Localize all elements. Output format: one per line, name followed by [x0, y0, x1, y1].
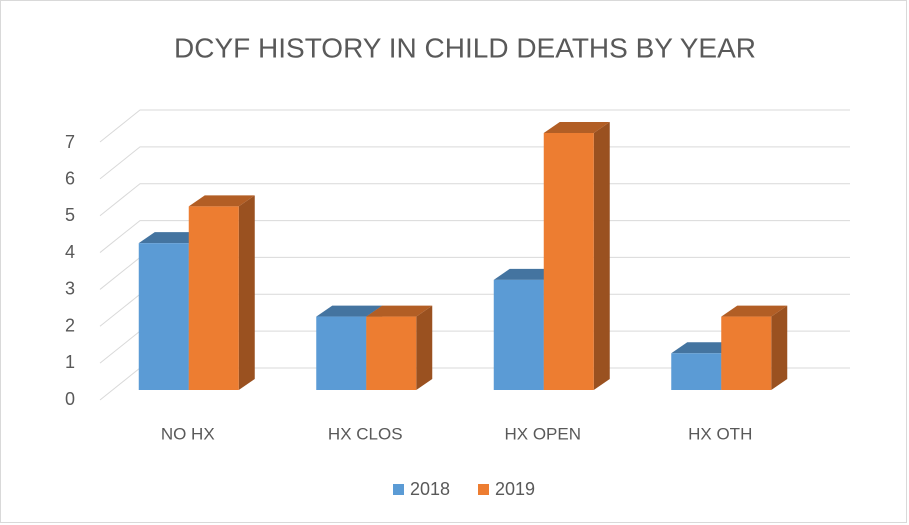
- grid-line: [99, 146, 850, 180]
- bar-top: [671, 342, 738, 354]
- x-tick-label: NO HX: [161, 424, 215, 443]
- y-tick-label: 6: [65, 168, 75, 188]
- bar-side: [771, 305, 788, 390]
- y-tick-label: 7: [65, 132, 75, 152]
- bar: [138, 243, 189, 390]
- legend-swatch: [478, 484, 489, 495]
- grid-line: [99, 109, 850, 143]
- x-tick-label: HX CLOS: [328, 424, 403, 443]
- y-tick-label: 5: [65, 205, 75, 225]
- bar-top: [316, 305, 383, 317]
- bar: [493, 279, 544, 390]
- bar: [721, 316, 772, 390]
- bar: [671, 353, 722, 390]
- y-tick-label: 2: [65, 315, 75, 335]
- legend-label: 2019: [495, 479, 535, 499]
- x-tick-label: HX OTH: [688, 424, 752, 443]
- bar-side: [416, 305, 433, 390]
- y-tick-label: 3: [65, 279, 75, 299]
- y-tick-label: 1: [65, 352, 75, 372]
- bar: [188, 206, 239, 390]
- legend-swatch: [393, 484, 404, 495]
- bar-side: [238, 195, 255, 390]
- bar-top: [138, 232, 205, 244]
- bar-top: [543, 122, 610, 133]
- y-tick-label: 4: [65, 242, 75, 262]
- y-tick-label: 0: [65, 389, 75, 409]
- bar-top: [493, 268, 560, 280]
- bar-side: [593, 122, 610, 390]
- bar-top: [721, 305, 788, 317]
- bar-top: [188, 195, 255, 207]
- bar: [366, 316, 417, 390]
- bar: [316, 316, 367, 390]
- bar: [543, 133, 594, 390]
- bar-top: [366, 305, 433, 317]
- chart-title: DCYF HISTORY IN CHILD DEATHS BY YEAR: [174, 32, 756, 63]
- x-tick-label: HX OPEN: [504, 424, 581, 443]
- grid-line: [99, 220, 850, 253]
- legend-label: 2018: [410, 479, 450, 499]
- grid-line: [99, 183, 850, 217]
